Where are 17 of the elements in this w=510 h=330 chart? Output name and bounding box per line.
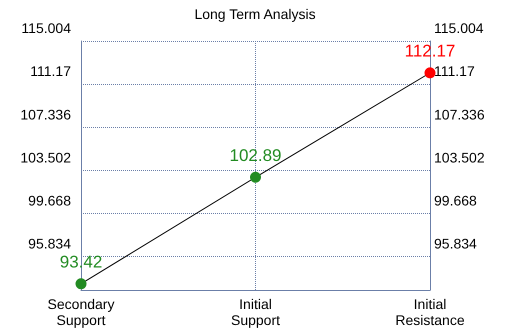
- y-tick-label: 95.834: [28, 236, 72, 252]
- y2-tick-label: 99.668: [434, 192, 478, 209]
- y-tick-label: 115.004: [21, 20, 72, 36]
- y-tick-label: 107.336: [20, 106, 72, 122]
- x-tick-label: Initial Resistance: [395, 296, 465, 328]
- y2-tick-label: 111.17: [434, 63, 475, 80]
- y-tick-label: 111.17: [30, 63, 72, 80]
- y2-tick-label: 103.502: [434, 149, 485, 166]
- y-tick-label: 103.502: [20, 149, 72, 166]
- y-tick-label: 99.668: [28, 192, 72, 209]
- y2-tick-label: 115.004: [434, 20, 484, 36]
- x-tick-label: Initial Support: [230, 296, 280, 328]
- chart-title: Long Term Analysis: [194, 6, 316, 22]
- x-tick-label: Secondary Support: [48, 296, 114, 328]
- data-label: 102.89: [230, 146, 282, 165]
- y2-tick-label: 107.336: [434, 106, 485, 122]
- y2-tick-label: 95.834: [434, 236, 478, 252]
